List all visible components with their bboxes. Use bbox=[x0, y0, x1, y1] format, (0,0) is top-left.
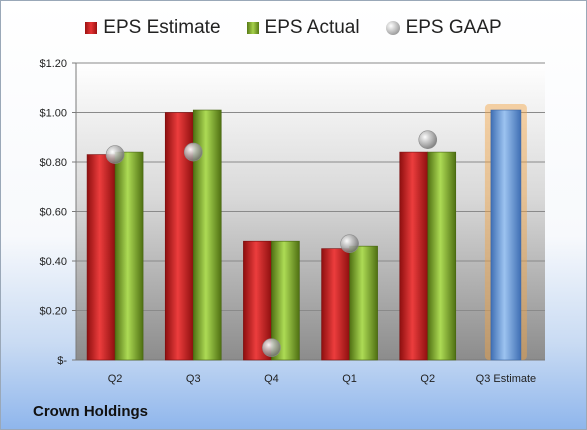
x-tick-label: Q3 bbox=[186, 373, 201, 385]
y-tick-label: $0.40 bbox=[39, 256, 67, 268]
legend-label-eps-actual: EPS Actual bbox=[264, 17, 360, 38]
legend-item-eps-gaap: EPS GAAP bbox=[385, 17, 502, 39]
x-axis: Q2 Q3 Q4 Q1 Q2 Q3 Estimate bbox=[108, 373, 536, 385]
y-tick-label: $0.60 bbox=[39, 207, 67, 219]
legend-label-eps-estimate: EPS Estimate bbox=[103, 17, 221, 38]
marker-eps-gaap bbox=[340, 234, 359, 253]
marker-eps-gaap bbox=[183, 142, 203, 162]
gridlines bbox=[76, 62, 545, 361]
x-tick-label: Q2 bbox=[420, 373, 435, 385]
legend-label-eps-gaap: EPS GAAP bbox=[405, 17, 502, 38]
legend-swatch-eps-gaap bbox=[385, 21, 400, 35]
bar-eps-actual bbox=[114, 151, 144, 361]
bar-eps-projection bbox=[490, 109, 522, 361]
x-tick-label: Q1 bbox=[342, 373, 357, 385]
y-tick-label: $- bbox=[57, 355, 67, 367]
marker-eps-gaap bbox=[418, 130, 438, 150]
bar-eps-estimate bbox=[321, 248, 350, 361]
marker-eps-gaap bbox=[262, 338, 281, 357]
company-name: Crown Holdings bbox=[33, 403, 148, 420]
bar-eps-estimate bbox=[86, 154, 116, 361]
gaap-markers bbox=[105, 130, 438, 357]
x-tick-label: Q2 bbox=[108, 373, 123, 385]
y-tick-label: $1.20 bbox=[39, 58, 67, 70]
y-tick-label: $0.80 bbox=[39, 157, 67, 169]
bar-eps-estimate bbox=[399, 151, 429, 361]
bar-eps-actual bbox=[427, 151, 457, 361]
legend-swatch-eps-estimate bbox=[85, 22, 98, 34]
y-axis: $- $0.20 $0.40 $0.60 $0.80 $1.00 $1.20 bbox=[39, 58, 77, 367]
legend-swatch-eps-actual bbox=[246, 22, 259, 34]
y-tick-label: $1.00 bbox=[39, 108, 67, 120]
y-tick-label: $0.20 bbox=[39, 306, 67, 318]
legend-item-eps-actual: EPS Actual bbox=[246, 17, 360, 39]
legend-item-eps-estimate: EPS Estimate bbox=[85, 17, 221, 39]
x-tick-label: Q3 Estimate bbox=[476, 373, 537, 385]
x-tick-label: Q4 bbox=[264, 373, 279, 385]
marker-eps-gaap bbox=[105, 145, 125, 164]
bar-eps-actual bbox=[349, 245, 378, 361]
legend: EPS Estimate EPS Actual EPS GAAP bbox=[1, 17, 586, 39]
